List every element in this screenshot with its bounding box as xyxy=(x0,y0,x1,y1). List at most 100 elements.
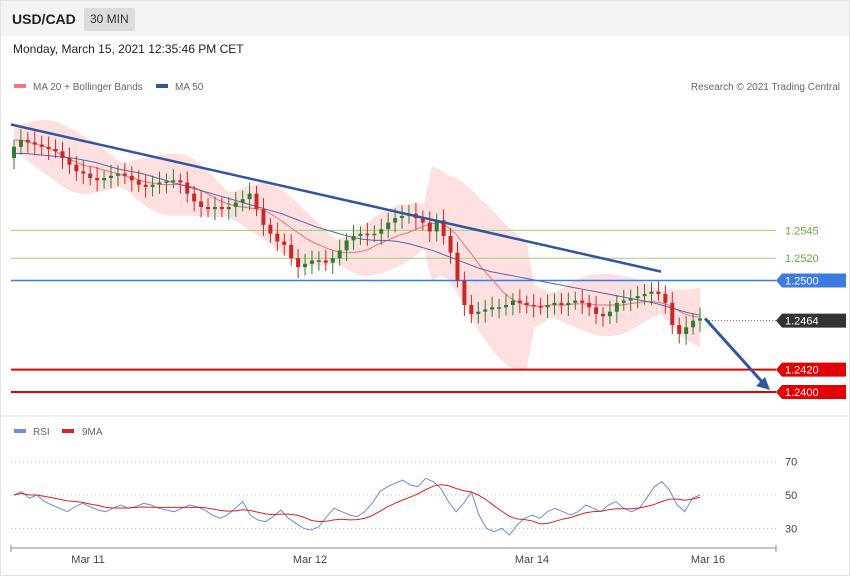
candle-body xyxy=(95,178,100,181)
candle-body xyxy=(559,302,564,306)
candle-body xyxy=(469,305,474,314)
candle-body xyxy=(434,220,439,232)
candle-body xyxy=(136,180,141,185)
candle-body xyxy=(296,258,301,268)
candle-body xyxy=(102,178,107,181)
candle-body xyxy=(60,151,65,158)
candle-body xyxy=(448,235,453,253)
candle-body xyxy=(524,302,529,306)
candle-body xyxy=(316,260,321,262)
candle-body xyxy=(254,193,259,210)
candle-body xyxy=(88,173,93,178)
candle-body xyxy=(109,175,114,178)
candle-body xyxy=(621,300,626,303)
candle-body xyxy=(628,298,633,301)
candle-body xyxy=(18,140,23,147)
candle-body xyxy=(670,302,675,326)
candle-body xyxy=(143,184,148,187)
candle-body xyxy=(642,293,647,297)
candle-body xyxy=(552,302,557,306)
candle-body xyxy=(303,263,308,268)
candle-body xyxy=(81,171,86,174)
candle-body xyxy=(275,233,280,242)
rsi-level-label: 70 xyxy=(785,457,797,469)
rsi-level-label: 30 xyxy=(785,523,797,535)
price-levels xyxy=(11,229,776,393)
candles xyxy=(12,129,702,345)
candle-body xyxy=(344,240,349,251)
candle-body xyxy=(199,201,204,207)
candle-body xyxy=(538,306,543,308)
level-tag-1.2400 xyxy=(776,384,846,399)
candle-body xyxy=(150,184,155,187)
candle-body xyxy=(115,173,120,176)
candle-body xyxy=(268,224,273,234)
candle-body xyxy=(192,193,197,202)
legend-swatch-ma50 xyxy=(156,84,168,88)
candle-body xyxy=(289,244,294,259)
top-bar: USD/CAD 30 MIN xyxy=(1,1,849,36)
legend-label-ma-bb: MA 20 + Bollinger Bands xyxy=(33,82,143,93)
candle-body xyxy=(226,206,231,210)
candle-body xyxy=(483,309,488,312)
candle-body xyxy=(677,325,682,334)
candle-body xyxy=(233,202,238,207)
candle-body xyxy=(566,302,571,306)
candle-body xyxy=(212,206,217,210)
level-label-1.2400: 1.2400 xyxy=(785,387,819,399)
candle-body xyxy=(455,252,460,281)
legend-swatch-rsi xyxy=(14,429,26,433)
candle-body xyxy=(309,260,314,264)
candle-body xyxy=(74,164,79,172)
x-tick-label: Mar 14 xyxy=(515,554,549,566)
bollinger-band-area xyxy=(14,119,700,370)
x-tick-label: Mar 12 xyxy=(293,554,327,566)
candle-body xyxy=(178,180,183,183)
candle-body xyxy=(545,305,550,308)
candle-body xyxy=(573,300,578,303)
candle-body xyxy=(594,307,599,314)
level-label-1.2464: 1.2464 xyxy=(785,316,819,328)
projection-arrow-shaft xyxy=(703,317,766,385)
candle-body xyxy=(372,233,377,236)
candle-body xyxy=(649,291,654,294)
candle-body xyxy=(164,181,169,183)
candle-body xyxy=(663,293,668,303)
candle-body xyxy=(240,199,245,203)
candle-body xyxy=(517,300,522,303)
candle-body xyxy=(247,193,252,200)
moving-averages xyxy=(14,139,701,318)
candle-body xyxy=(351,235,356,241)
candle-body xyxy=(39,144,44,147)
candle-body xyxy=(497,307,502,309)
candle-body xyxy=(614,302,619,312)
candle-body xyxy=(490,307,495,310)
candle-body xyxy=(261,209,266,225)
candle-body xyxy=(157,182,162,185)
candle-body xyxy=(691,320,696,328)
candle-body xyxy=(67,157,72,165)
candle-body xyxy=(206,206,211,210)
legend-main: MA 20 + Bollinger Bands MA 50 xyxy=(14,82,204,93)
candle-body xyxy=(607,311,612,317)
candle-body xyxy=(420,218,425,223)
candle-body xyxy=(462,280,467,306)
candle-body xyxy=(358,233,363,236)
candle-body xyxy=(171,180,176,182)
ma50-line xyxy=(14,152,701,316)
rsi-ma-line xyxy=(13,484,701,525)
timestamp: Monday, March 15, 2021 12:35:46 PM CET xyxy=(13,42,244,56)
rsi-level-label: 50 xyxy=(785,490,797,502)
level-label-1.2520: 1.2520 xyxy=(785,253,819,265)
candle-body xyxy=(219,206,224,210)
level-labels: 1.2545 1.2520 1.2500 1.2464 1.2420 1.2400 xyxy=(776,225,846,399)
candle-body xyxy=(684,327,689,334)
legend-label-rsi: RSI xyxy=(33,427,50,438)
timeframe-badge[interactable]: 30 MIN xyxy=(84,8,135,31)
level-tag-1.2464 xyxy=(776,313,846,328)
legend-swatch-ma-bb xyxy=(14,84,26,88)
candle-body xyxy=(476,311,481,314)
candle-body xyxy=(330,258,335,263)
level-tag-1.2420 xyxy=(776,362,846,377)
